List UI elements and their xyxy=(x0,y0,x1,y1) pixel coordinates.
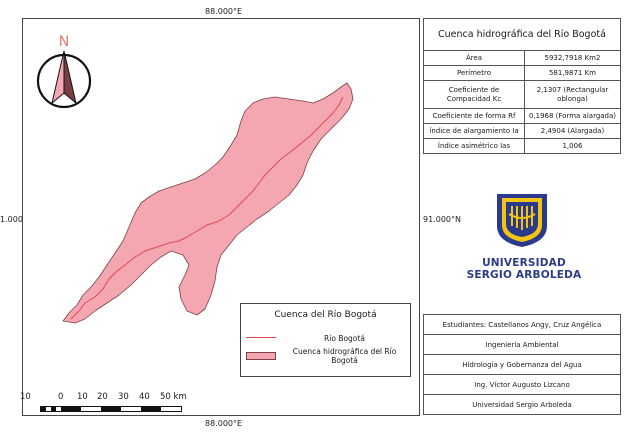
coord-label-bottom: 88.000°E xyxy=(205,419,243,428)
university-name-line1: UNIVERSIDAD xyxy=(482,257,566,269)
coord-label-top: 88.000°E xyxy=(205,7,243,16)
credits-row: Estudiantes: Castellanos Angy, Cruz Angé… xyxy=(423,314,621,335)
table-value: 1,006 xyxy=(524,138,621,154)
table-row: índice de alargamiento Ia 2,4904 (Alarga… xyxy=(423,123,621,139)
scale-label: 40 xyxy=(139,392,150,402)
scale-label: 50 km xyxy=(160,392,187,402)
basin-polygon-symbol xyxy=(245,351,279,361)
university-name: UNIVERSIDAD SERGIO ARBOLEDA xyxy=(449,257,599,281)
river-line xyxy=(70,96,344,320)
table-value: 5932,7918 Km2 xyxy=(524,50,621,66)
credits-row: Universidad Sergio Arboleda xyxy=(423,394,621,415)
basin-polygon xyxy=(62,82,354,324)
river-line-symbol xyxy=(245,333,279,343)
table-row: Área 5932,7918 Km2 xyxy=(423,50,621,66)
basin-map xyxy=(62,82,354,324)
scale-label: 10 xyxy=(20,392,31,402)
credits-professor: Ing. Víctor Augusto Lizcano xyxy=(423,374,621,395)
coord-label-left: 1.000°N xyxy=(0,215,33,224)
north-label: N xyxy=(58,34,70,50)
legend-label: Río Bogotá xyxy=(324,333,365,343)
table-key: Coeficiente de Compacidad Kc xyxy=(423,80,525,109)
credits-program: Ingeniería Ambiental xyxy=(423,334,621,355)
credits-row: Ing. Víctor Augusto Lizcano xyxy=(423,374,621,395)
credits-students: Estudiantes: Castellanos Angy, Cruz Angé… xyxy=(423,314,621,335)
credits-course: Hidrología y Gobernanza del Agua xyxy=(423,354,621,375)
legend-item-basin: Cuenca hidrográfica del Río Bogotá xyxy=(245,347,410,365)
table-key: Coeficiente de forma Rf xyxy=(423,108,525,124)
scale-bar: 10 0 10 20 30 40 50 km xyxy=(18,392,218,414)
scale-label: 10 xyxy=(77,392,88,402)
north-arrow: N xyxy=(30,35,98,113)
table-row: Índice asimétrico Ias 1,006 xyxy=(423,138,621,154)
table-value: 2,4904 (Alargada) xyxy=(524,123,621,139)
table-key: Área xyxy=(423,50,525,66)
scale-label: 30 xyxy=(118,392,129,402)
credits-row: Hidrología y Gobernanza del Agua xyxy=(423,354,621,375)
table-key: índice de alargamiento Ia xyxy=(423,123,525,139)
scale-label: 0 xyxy=(58,392,64,402)
coord-label-right: 91.000°N xyxy=(423,215,461,224)
scale-bar-graphic xyxy=(40,406,182,412)
legend-title: Cuenca del Río Bogotá xyxy=(274,310,377,320)
legend-label: Cuenca hidrográfica del Río Bogotá xyxy=(292,347,397,365)
credits-row: Ingeniería Ambiental xyxy=(423,334,621,355)
university-name-line2: SERGIO ARBOLEDA xyxy=(466,269,582,282)
table-row: Coeficiente de Compacidad Kc 2,1307 (Rec… xyxy=(423,80,621,109)
table-value: 0,1968 (Forma alargada) xyxy=(524,108,621,124)
morphometric-table: Cuenca hidrográfica del Río Bogotá Área … xyxy=(423,18,621,154)
credits-table: Estudiantes: Castellanos Angy, Cruz Angé… xyxy=(423,314,621,415)
credits-university: Universidad Sergio Arboleda xyxy=(423,394,621,415)
university-logo-icon xyxy=(497,194,547,247)
table-key: Perímetro xyxy=(423,65,525,81)
scale-label: 20 xyxy=(97,392,108,402)
table-title: Cuenca hidrográfica del Río Bogotá xyxy=(423,18,621,51)
scale-labels: 10 0 10 20 30 40 50 km xyxy=(18,392,218,402)
table-value: 2,1307 (Rectangular oblonga) xyxy=(524,80,621,109)
table-value: 581,9871 Km xyxy=(524,65,621,81)
table-row: Coeficiente de forma Rf 0,1968 (Forma al… xyxy=(423,108,621,124)
map-legend: Cuenca del Río Bogotá Río Bogotá Cuenca … xyxy=(240,303,411,377)
legend-item-river: Río Bogotá xyxy=(245,331,410,345)
table-key: Índice asimétrico Ias xyxy=(423,138,525,154)
table-row: Perímetro 581,9871 Km xyxy=(423,65,621,81)
compass-icon xyxy=(36,50,92,109)
